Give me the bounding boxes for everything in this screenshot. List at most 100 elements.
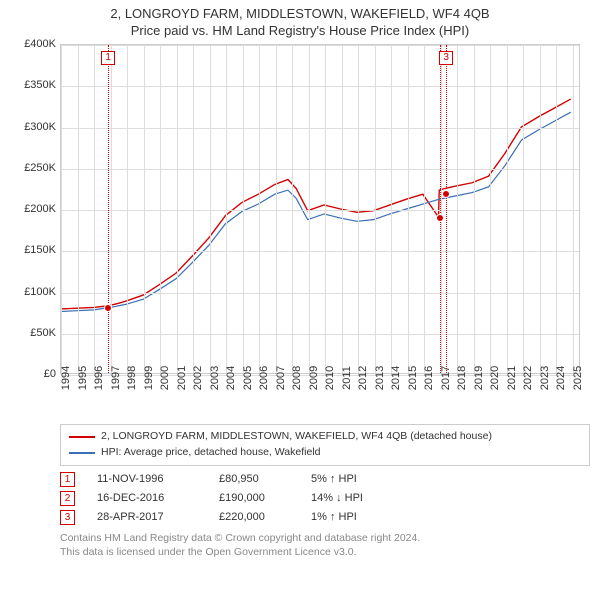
grid-line-horizontal [61,45,579,46]
chart-container: £0£50K£100K£150K£200K£250K£300K£350K£400… [10,44,590,418]
event-guideline [440,45,441,373]
series-hpi_blue [61,112,571,311]
event-marker-box: 3 [439,51,453,65]
x-tick-label: 2016 [423,366,435,390]
x-tick-label: 2025 [572,366,584,390]
grid-line-vertical [309,45,310,373]
x-tick-label: 2002 [192,366,204,390]
x-tick-label: 2018 [456,366,468,390]
x-tick-label: 1999 [143,366,155,390]
grid-line-vertical [144,45,145,373]
grid-line-horizontal [61,334,579,335]
x-tick-label: 2011 [341,366,353,390]
grid-line-vertical [358,45,359,373]
event-guideline [108,45,109,373]
legend-swatch [69,452,95,454]
legend: 2, LONGROYD FARM, MIDDLESTOWN, WAKEFIELD… [60,424,590,466]
x-tick-label: 1994 [60,366,72,390]
event-dot [442,190,450,198]
x-tick-label: 2014 [390,366,402,390]
x-tick-label: 1996 [93,366,105,390]
x-tick-label: 2023 [539,366,551,390]
x-tick-label: 2008 [291,366,303,390]
transaction-date: 16-DEC-2016 [97,492,197,504]
x-tick-label: 2020 [489,366,501,390]
y-tick-label: £150K [24,244,56,256]
legend-swatch [69,436,95,438]
grid-line-vertical [342,45,343,373]
transaction-delta: 1% ↑ HPI [311,511,357,523]
legend-label: HPI: Average price, detached house, Wake… [101,445,320,461]
x-tick-label: 2019 [473,366,485,390]
transaction-badge: 3 [60,510,75,525]
x-tick-label: 2017 [440,366,452,390]
grid-line-vertical [177,45,178,373]
y-tick-label: £300K [24,121,56,133]
grid-line-vertical [127,45,128,373]
grid-line-vertical [94,45,95,373]
y-axis: £0£50K£100K£150K£200K£250K£300K£350K£400… [10,44,60,374]
series-property_red [61,99,571,309]
grid-line-horizontal [61,210,579,211]
grid-line-vertical [243,45,244,373]
transaction-price: £220,000 [219,511,289,523]
grid-line-vertical [474,45,475,373]
grid-line-vertical [193,45,194,373]
grid-line-vertical [391,45,392,373]
grid-line-vertical [111,45,112,373]
x-tick-label: 2024 [555,366,567,390]
grid-line-vertical [78,45,79,373]
event-dot [436,214,444,222]
transaction-date: 11-NOV-1996 [97,473,197,485]
footer-line2: This data is licensed under the Open Gov… [60,545,590,559]
line-series [61,45,579,373]
grid-line-vertical [259,45,260,373]
x-tick-label: 1998 [126,366,138,390]
grid-line-vertical [375,45,376,373]
grid-line-horizontal [61,293,579,294]
legend-label: 2, LONGROYD FARM, MIDDLESTOWN, WAKEFIELD… [101,429,492,445]
x-tick-label: 2003 [209,366,221,390]
grid-line-horizontal [61,169,579,170]
footer-line1: Contains HM Land Registry data © Crown c… [60,531,590,545]
grid-line-vertical [490,45,491,373]
y-tick-label: £200K [24,203,56,215]
y-tick-label: £250K [24,162,56,174]
grid-line-vertical [556,45,557,373]
event-guideline [446,45,447,373]
grid-line-vertical [408,45,409,373]
grid-line-horizontal [61,128,579,129]
transaction-badge: 1 [60,472,75,487]
grid-line-vertical [424,45,425,373]
x-tick-label: 2005 [242,366,254,390]
grid-line-horizontal [61,86,579,87]
grid-line-vertical [523,45,524,373]
grid-line-vertical [292,45,293,373]
grid-line-vertical [276,45,277,373]
x-axis: 1994199519961997199819992000200120022003… [60,374,580,418]
y-tick-label: £0 [44,368,56,380]
grid-line-vertical [210,45,211,373]
grid-line-vertical [160,45,161,373]
legend-item: HPI: Average price, detached house, Wake… [69,445,581,461]
transaction-date: 28-APR-2017 [97,511,197,523]
y-tick-label: £50K [30,327,56,339]
x-tick-label: 2001 [176,366,188,390]
y-tick-label: £350K [24,79,56,91]
event-marker-box: 1 [101,51,115,65]
transaction-price: £190,000 [219,492,289,504]
transaction-badge: 2 [60,491,75,506]
grid-line-vertical [325,45,326,373]
x-tick-label: 2007 [275,366,287,390]
grid-line-vertical [61,45,62,373]
x-tick-label: 2015 [407,366,419,390]
grid-line-vertical [540,45,541,373]
x-tick-label: 2010 [324,366,336,390]
chart-title-block: 2, LONGROYD FARM, MIDDLESTOWN, WAKEFIELD… [0,0,600,40]
footer-attribution: Contains HM Land Registry data © Crown c… [60,531,590,559]
grid-line-vertical [226,45,227,373]
grid-line-horizontal [61,251,579,252]
x-tick-label: 2012 [357,366,369,390]
x-tick-label: 2009 [308,366,320,390]
event-dot [104,304,112,312]
